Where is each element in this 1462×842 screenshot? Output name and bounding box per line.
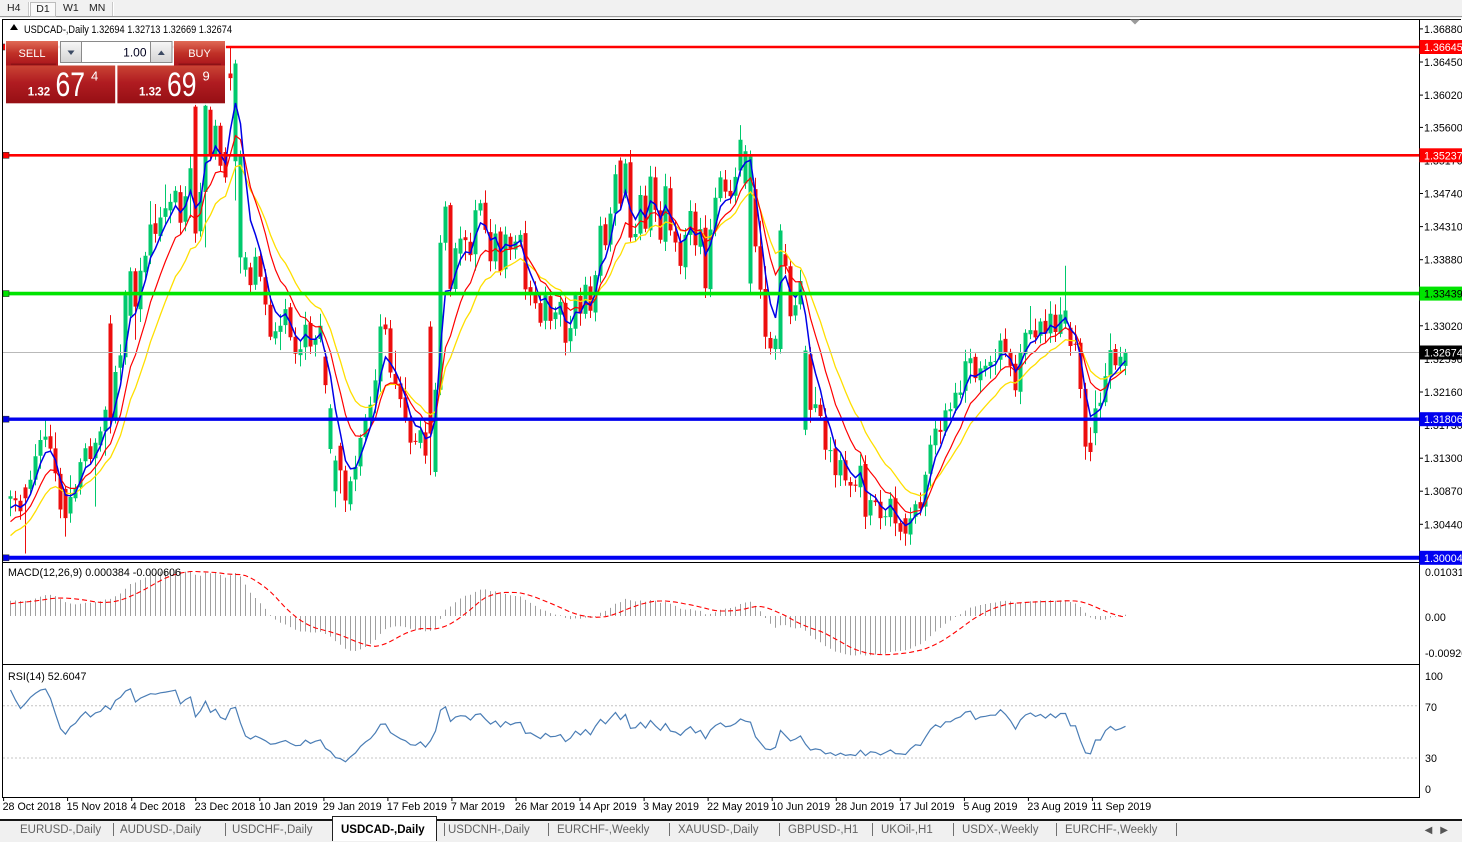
svg-text:0: 0 — [1425, 784, 1431, 796]
svg-text:1.30004: 1.30004 — [1424, 553, 1462, 565]
svg-text:USDCAD-,Daily 1.32694 1.32713: USDCAD-,Daily 1.32694 1.32713 1.32669 1.… — [24, 24, 232, 36]
svg-text:69: 69 — [167, 66, 197, 104]
svg-text:1.36020: 1.36020 — [1424, 90, 1462, 102]
svg-text:1.32160: 1.32160 — [1424, 387, 1462, 399]
svg-text:1.00: 1.00 — [123, 46, 147, 60]
svg-text:5 Aug 2019: 5 Aug 2019 — [963, 801, 1017, 813]
svg-text:26 Mar 2019: 26 Mar 2019 — [515, 801, 575, 813]
svg-text:23 Aug 2019: 23 Aug 2019 — [1027, 801, 1087, 813]
svg-text:15 Nov 2018: 15 Nov 2018 — [67, 801, 128, 813]
svg-text:1.32: 1.32 — [139, 87, 161, 99]
svg-text:100: 100 — [1425, 671, 1443, 683]
svg-text:10 Jan 2019: 10 Jan 2019 — [259, 801, 318, 813]
svg-text:9: 9 — [203, 69, 210, 84]
svg-text:23 Dec 2018: 23 Dec 2018 — [195, 801, 256, 813]
svg-text:29 Jan 2019: 29 Jan 2019 — [323, 801, 382, 813]
svg-text:1.36450: 1.36450 — [1424, 57, 1462, 69]
svg-text:28 Oct 2018: 28 Oct 2018 — [3, 801, 61, 813]
svg-text:3 May 2019: 3 May 2019 — [643, 801, 699, 813]
svg-text:17 Jul 2019: 17 Jul 2019 — [899, 801, 954, 813]
svg-text:1.36880: 1.36880 — [1424, 24, 1462, 36]
svg-text:28 Jun 2019: 28 Jun 2019 — [835, 801, 894, 813]
svg-text:0.010311: 0.010311 — [1425, 567, 1462, 579]
svg-text:1.31806: 1.31806 — [1424, 414, 1462, 426]
svg-text:1.31300: 1.31300 — [1424, 453, 1462, 465]
svg-text:1.36645: 1.36645 — [1424, 42, 1462, 54]
svg-text:MACD(12,26,9) 0.000384 -0.0006: MACD(12,26,9) 0.000384 -0.000606 — [8, 567, 181, 579]
svg-text:30: 30 — [1425, 753, 1437, 765]
svg-text:4 Dec 2018: 4 Dec 2018 — [131, 801, 186, 813]
svg-text:1.35237: 1.35237 — [1424, 150, 1462, 162]
svg-text:7 Mar 2019: 7 Mar 2019 — [451, 801, 505, 813]
svg-text:RSI(14) 52.6047: RSI(14) 52.6047 — [8, 671, 86, 683]
svg-text:BUY: BUY — [188, 48, 211, 60]
svg-text:1.33439: 1.33439 — [1424, 289, 1462, 301]
svg-text:11 Sep 2019: 11 Sep 2019 — [1091, 801, 1151, 813]
svg-text:10 Jun 2019: 10 Jun 2019 — [771, 801, 830, 813]
svg-text:-0.009203: -0.009203 — [1425, 648, 1462, 660]
svg-text:70: 70 — [1425, 702, 1437, 714]
svg-text:0.00: 0.00 — [1425, 612, 1446, 624]
svg-text:14 Apr 2019: 14 Apr 2019 — [579, 801, 637, 813]
svg-text:1.33020: 1.33020 — [1424, 321, 1462, 333]
svg-text:67: 67 — [56, 66, 86, 104]
svg-text:22 May 2019: 22 May 2019 — [707, 801, 769, 813]
svg-text:4: 4 — [91, 69, 98, 84]
svg-text:1.30440: 1.30440 — [1424, 519, 1462, 531]
svg-text:1.32674: 1.32674 — [1424, 348, 1462, 360]
svg-text:17 Feb 2019: 17 Feb 2019 — [387, 801, 447, 813]
svg-text:1.34310: 1.34310 — [1424, 222, 1462, 234]
svg-text:1.35600: 1.35600 — [1424, 122, 1462, 134]
svg-text:1.32: 1.32 — [28, 87, 50, 99]
svg-text:1.34740: 1.34740 — [1424, 189, 1462, 201]
svg-text:1.33880: 1.33880 — [1424, 255, 1462, 267]
svg-text:SELL: SELL — [19, 48, 46, 60]
svg-text:1.30870: 1.30870 — [1424, 486, 1462, 498]
